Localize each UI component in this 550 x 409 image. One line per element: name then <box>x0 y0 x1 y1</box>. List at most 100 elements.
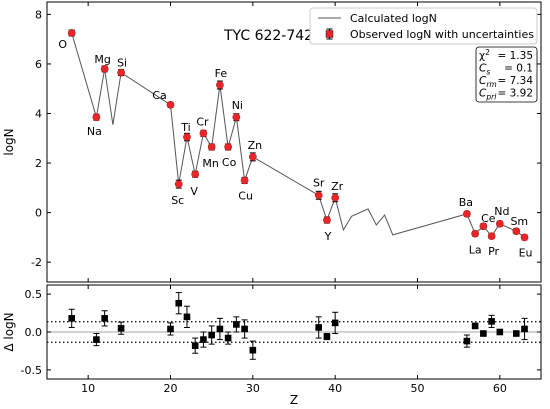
element-label: Y <box>324 230 332 243</box>
top-y-axis-label: logN <box>2 128 16 155</box>
observed-point <box>487 232 496 241</box>
element-labels: O Na Mg Si Ca Sc Ti V Cr Mn Fe Co Ni Cu Zn Sr Y Zr Ba La Ce P… <box>58 38 532 259</box>
residual-point <box>471 322 479 330</box>
residual-point <box>101 315 108 322</box>
residual-point <box>216 325 224 333</box>
stat-label: Cprl <box>479 88 497 102</box>
observed-point <box>183 133 191 141</box>
element-label: Cr <box>196 115 209 128</box>
element-label: Sc <box>171 194 184 207</box>
residual-points <box>68 292 528 360</box>
stat-value: = 1.35 <box>497 50 533 62</box>
observed-point <box>117 68 125 77</box>
stat-value: = 3.92 <box>497 88 533 100</box>
element-label: Si <box>117 57 127 70</box>
residual-point <box>183 313 191 321</box>
bottom-y-axis-label: Δ logN <box>2 312 16 351</box>
residual-point <box>323 333 331 340</box>
y-tick-label: -2 <box>31 256 42 269</box>
x-tick-label: 60 <box>493 382 507 395</box>
element-label: Ca <box>152 89 166 102</box>
observed-point <box>100 65 109 73</box>
observed-point <box>520 233 529 242</box>
element-label: Ba <box>459 196 473 209</box>
element-label: Ti <box>180 121 190 134</box>
residual-point <box>167 325 174 333</box>
observed-point <box>92 113 101 122</box>
residual-point <box>175 299 183 307</box>
residual-point <box>200 336 207 343</box>
element-label: Na <box>87 125 102 138</box>
residual-point <box>249 346 257 354</box>
observed-point <box>216 81 224 89</box>
observed-point <box>463 210 471 218</box>
element-label: Nd <box>494 205 509 218</box>
residual-point <box>331 319 339 327</box>
y-tick-label: 0.5 <box>25 288 43 301</box>
element-label: Mg <box>94 53 110 66</box>
residual-point <box>208 331 215 339</box>
y-tick-label: -0.5 <box>21 364 42 377</box>
residuals-panel: -0.5 0.0 0.5 10 20 30 40 50 60 Δ logN Z <box>2 284 542 407</box>
x-tick-label: 20 <box>164 382 178 395</box>
residual-point <box>480 330 487 337</box>
element-label: O <box>58 38 67 51</box>
residual-point <box>315 324 322 331</box>
observed-point <box>207 143 216 151</box>
observed-point <box>174 180 183 188</box>
residual-point <box>513 330 520 337</box>
observed-point <box>248 153 257 161</box>
stat-label: χ2 <box>479 48 490 62</box>
observed-point <box>199 129 208 138</box>
observed-point <box>224 143 232 151</box>
calculated-logn-line <box>71 32 525 238</box>
element-label: Fe <box>215 67 228 80</box>
element-label: Mn <box>202 157 218 170</box>
observed-point <box>471 229 479 238</box>
element-label: La <box>469 244 482 257</box>
legend-points-label: Observed logN with uncertainties <box>350 28 534 41</box>
x-tick-label: 40 <box>328 382 342 395</box>
residual-point <box>117 324 125 332</box>
residual-point <box>488 318 495 325</box>
residual-point <box>93 336 100 343</box>
element-label: Pr <box>488 245 499 258</box>
y-tick-label: 8 <box>35 8 42 21</box>
x-tick-label: 10 <box>81 382 95 395</box>
chart-title: TYC 622-742-1 <box>223 28 327 44</box>
residual-point <box>191 342 199 349</box>
residual-point <box>521 325 528 333</box>
observed-point <box>232 113 241 122</box>
residual-point <box>224 334 232 342</box>
top-x-ticks <box>87 2 501 282</box>
bottom-y-ticks: -0.5 0.0 0.5 <box>21 288 541 377</box>
residual-point <box>241 325 248 333</box>
bottom-x-ticks: 10 20 30 40 50 60 <box>81 285 507 395</box>
element-label: V <box>190 185 198 198</box>
legend: Calculated logN Observed logN with uncer… <box>309 7 538 45</box>
residual-point <box>496 328 504 336</box>
element-label: Ni <box>232 99 243 112</box>
top-plot-frame <box>46 1 542 283</box>
observed-point <box>240 176 249 185</box>
stat-value: = 0.1 <box>504 63 533 75</box>
y-tick-label: 4 <box>35 108 42 121</box>
element-label: Ce <box>481 212 496 225</box>
element-label: Zr <box>331 180 344 193</box>
abundance-panel: -2 0 2 4 6 8 O Na Mg Si Ca Sc Ti V Cr Mn Fe Co Ni Cu Zn Sr Y Z… <box>2 1 542 283</box>
residual-point <box>68 315 75 322</box>
stat-value: = 7.34 <box>497 75 533 87</box>
y-tick-label: 0.0 <box>25 326 43 339</box>
element-label: Cu <box>238 189 253 202</box>
observed-point <box>166 100 175 109</box>
element-label: Sm <box>510 215 528 228</box>
legend-box <box>309 7 538 45</box>
legend-marker-swatch <box>325 30 334 38</box>
observed-point <box>323 216 331 224</box>
residual-point <box>463 337 471 345</box>
observed-point <box>67 29 76 37</box>
observed-point <box>191 170 200 179</box>
